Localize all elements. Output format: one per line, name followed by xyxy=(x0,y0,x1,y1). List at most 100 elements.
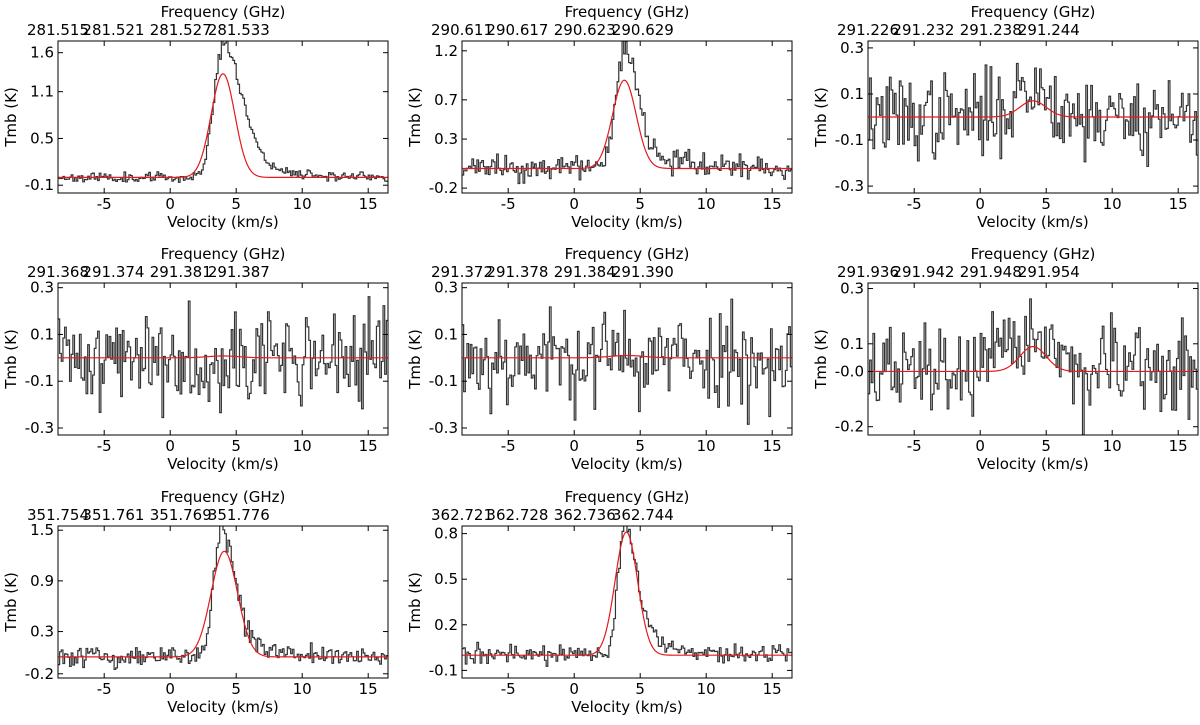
chart-4-x-tick-label: 10 xyxy=(293,437,312,455)
chart-6-x-tick-label: 10 xyxy=(1103,437,1122,455)
chart-7-x-tick-label: 10 xyxy=(293,680,312,698)
chart-2-x-tick-label: 10 xyxy=(697,195,716,213)
chart-8-y-tick-label: 0.2 xyxy=(434,616,458,634)
chart-3-title: Frequency (GHz) xyxy=(971,3,1096,21)
chart-5-top-tick-label: 291.372 xyxy=(431,263,493,281)
chart-1-top-tick-label: 281.521 xyxy=(82,21,144,39)
chart-1-x-tick-label: 5 xyxy=(231,195,241,213)
chart-7-y-tick-label: 1.5 xyxy=(30,521,54,539)
chart-7-observed-line xyxy=(58,526,388,670)
chart-7-xlabel: Velocity (km/s) xyxy=(167,698,278,716)
chart-3-fit-line xyxy=(868,100,1198,118)
chart-3-top-tick-label: 291.244 xyxy=(1018,21,1080,39)
chart-7-y-tick-label: 0.9 xyxy=(30,572,54,590)
chart-5-y-tick-label: 0.3 xyxy=(434,279,458,297)
chart-4-frame xyxy=(57,282,389,436)
chart-4-y-tick-label: -0.3 xyxy=(25,419,54,437)
chart-5-frame xyxy=(461,282,793,436)
chart-7-title: Frequency (GHz) xyxy=(161,488,286,506)
chart-7-top-tick-label: 351.761 xyxy=(82,506,144,524)
chart-4-observed-line xyxy=(58,296,388,419)
chart-5-observed-line xyxy=(462,298,792,425)
chart-4-top-tick-label: 291.381 xyxy=(150,263,212,281)
chart-1-xlabel: Velocity (km/s) xyxy=(167,213,278,231)
chart-8-frame xyxy=(461,525,793,679)
chart-5-x-tick-label: -5 xyxy=(501,437,516,455)
chart-7-y-tick-label: 0.3 xyxy=(30,623,54,641)
chart-3-top-tick-label: 291.238 xyxy=(960,21,1022,39)
chart-4-ylabel: Tmb (K) xyxy=(2,329,20,390)
chart-7-y-tick-label: -0.2 xyxy=(25,665,54,683)
chart-2-fit-line xyxy=(462,79,792,170)
chart-1-x-tick-label: 15 xyxy=(359,195,378,213)
chart-5-x-tick-label: 5 xyxy=(635,437,645,455)
chart-2-ylabel: Tmb (K) xyxy=(406,87,424,148)
chart-1-y-tick-label: 1.1 xyxy=(30,83,54,101)
chart-1-top-tick-label: 281.527 xyxy=(150,21,212,39)
chart-6-frame xyxy=(867,282,1199,436)
chart-3-observed-line xyxy=(868,62,1198,168)
chart-1-fit-line xyxy=(58,73,388,179)
chart-7-top-tick-label: 351.776 xyxy=(208,506,270,524)
chart-1-x-tick-label: -5 xyxy=(97,195,112,213)
chart-3-x-tick-label: 10 xyxy=(1103,195,1122,213)
chart-4-fit-line xyxy=(58,355,388,359)
chart-5-x-tick-label: 10 xyxy=(697,437,716,455)
chart-2-x-tick-label: 5 xyxy=(635,195,645,213)
chart-3-top-tick-label: 291.226 xyxy=(837,21,899,39)
chart-6-top-tick-label: 291.942 xyxy=(892,263,954,281)
chart-1-top-tick-label: 281.533 xyxy=(208,21,270,39)
chart-8-x-tick-label: 10 xyxy=(697,680,716,698)
chart-4-top-tick-label: 291.387 xyxy=(208,263,270,281)
chart-1-x-tick-label: 0 xyxy=(165,195,175,213)
chart-8-xlabel: Velocity (km/s) xyxy=(571,698,682,716)
chart-1-top-tick-label: 281.515 xyxy=(27,21,89,39)
chart-7-x-tick-label: 5 xyxy=(231,680,241,698)
chart-6-observed-line xyxy=(868,298,1198,435)
chart-3-top-tick-label: 291.232 xyxy=(892,21,954,39)
chart-2-observed-line xyxy=(462,41,792,185)
chart-6-x-tick-label: -5 xyxy=(907,437,922,455)
chart-7-x-tick-label: 15 xyxy=(359,680,378,698)
chart-4-x-tick-label: -5 xyxy=(97,437,112,455)
chart-2-y-tick-label: 0.7 xyxy=(434,91,458,109)
chart-8-y-tick-label: 0.5 xyxy=(434,570,458,588)
chart-6-x-tick-label: 5 xyxy=(1041,437,1051,455)
chart-2-top-tick-label: 290.617 xyxy=(486,21,548,39)
chart-4-y-tick-label: 0.3 xyxy=(30,279,54,297)
chart-2-y-tick-label: -0.2 xyxy=(429,179,458,197)
chart-5-x-tick-label: 15 xyxy=(763,437,782,455)
chart-2-x-tick-label: -5 xyxy=(501,195,516,213)
chart-2-x-tick-label: 0 xyxy=(569,195,579,213)
chart-3-x-tick-label: 5 xyxy=(1041,195,1051,213)
chart-2-xlabel: Velocity (km/s) xyxy=(571,213,682,231)
chart-3-y-tick-label: 0.3 xyxy=(840,39,864,57)
chart-4-top-tick-label: 291.374 xyxy=(82,263,144,281)
chart-1-y-tick-label: -0.1 xyxy=(25,176,54,194)
chart-8-x-tick-label: 5 xyxy=(635,680,645,698)
chart-4-x-tick-label: 15 xyxy=(359,437,378,455)
chart-6-x-tick-label: 0 xyxy=(975,437,985,455)
chart-3-xlabel: Velocity (km/s) xyxy=(977,213,1088,231)
chart-8-x-tick-label: 0 xyxy=(569,680,579,698)
chart-7-x-tick-label: 0 xyxy=(165,680,175,698)
chart-6-xlabel: Velocity (km/s) xyxy=(977,455,1088,473)
chart-2-y-tick-label: 1.2 xyxy=(434,42,458,60)
chart-8-top-tick-label: 362.736 xyxy=(554,506,616,524)
chart-8-x-tick-label: -5 xyxy=(501,680,516,698)
chart-1-title: Frequency (GHz) xyxy=(161,3,286,21)
chart-3-x-tick-label: 15 xyxy=(1169,195,1188,213)
chart-5-top-tick-label: 291.384 xyxy=(554,263,616,281)
chart-7-x-tick-label: -5 xyxy=(97,680,112,698)
chart-4-title: Frequency (GHz) xyxy=(161,245,286,263)
chart-6-fit-line xyxy=(868,345,1198,373)
chart-3-x-tick-label: -5 xyxy=(907,195,922,213)
chart-7-frame xyxy=(57,525,389,679)
chart-1-x-tick-label: 10 xyxy=(293,195,312,213)
chart-4-y-tick-label: 0.1 xyxy=(30,325,54,343)
